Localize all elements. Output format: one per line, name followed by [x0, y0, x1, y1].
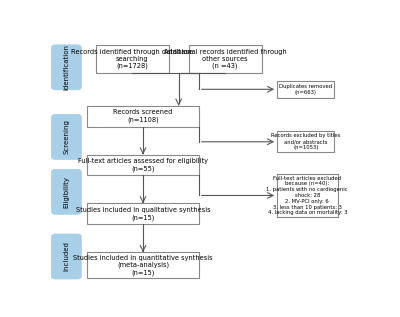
FancyBboxPatch shape — [277, 174, 338, 217]
FancyBboxPatch shape — [52, 45, 81, 90]
Text: Identification: Identification — [64, 44, 70, 90]
FancyBboxPatch shape — [87, 204, 199, 224]
FancyBboxPatch shape — [96, 45, 168, 73]
Text: Records excluded by titles
and/or abstracts
(n=1053): Records excluded by titles and/or abstra… — [271, 133, 340, 150]
Text: Duplicates removed
(n=663): Duplicates removed (n=663) — [279, 84, 332, 95]
Text: Additional records identified through
other sources
(n =43): Additional records identified through ot… — [164, 49, 286, 69]
Text: Records identified through database
searching
(n=1728): Records identified through database sear… — [71, 49, 193, 69]
FancyBboxPatch shape — [87, 155, 199, 175]
FancyBboxPatch shape — [52, 234, 81, 279]
Text: Records screened
(n=1108): Records screened (n=1108) — [113, 109, 173, 123]
FancyBboxPatch shape — [189, 45, 262, 73]
Text: Studies included in quantitative synthesis
(meta-analysis)
(n=15): Studies included in quantitative synthes… — [73, 255, 213, 275]
Text: Included: Included — [64, 242, 70, 271]
FancyBboxPatch shape — [52, 114, 81, 159]
Text: Full-text articles assessed for eligibility
(n=55): Full-text articles assessed for eligibil… — [78, 158, 208, 172]
FancyBboxPatch shape — [277, 132, 334, 152]
FancyBboxPatch shape — [52, 169, 81, 214]
Text: Eligibility: Eligibility — [64, 176, 70, 208]
FancyBboxPatch shape — [87, 106, 199, 126]
FancyBboxPatch shape — [87, 252, 199, 278]
Text: Studies included in qualitative synthesis
(n=15): Studies included in qualitative synthesi… — [76, 207, 210, 221]
FancyBboxPatch shape — [277, 81, 334, 98]
Text: Screening: Screening — [64, 120, 70, 154]
Text: Full-text articles excluded
because (n=40):
1. patients with no cardiogenic
shoc: Full-text articles excluded because (n=4… — [266, 176, 348, 215]
